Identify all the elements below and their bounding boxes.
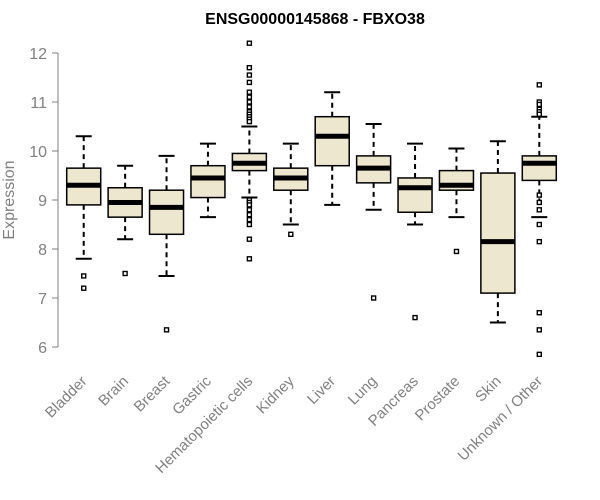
box-iqr xyxy=(190,164,226,199)
outlier-point xyxy=(246,221,253,228)
y-tick-label: 11 xyxy=(30,95,47,112)
box-8 xyxy=(355,123,392,301)
outlier-point xyxy=(246,211,253,218)
x-tick-label: Kidney xyxy=(253,372,298,417)
outlier-point xyxy=(288,231,294,238)
outlier-point xyxy=(536,310,542,316)
box-10 xyxy=(438,147,475,255)
box-7 xyxy=(314,91,350,206)
box-11 xyxy=(480,140,516,324)
outlier-point xyxy=(246,216,253,223)
outlier-point xyxy=(81,273,87,279)
outlier-point xyxy=(536,192,542,198)
outlier-point xyxy=(536,238,542,245)
boxes xyxy=(65,40,558,358)
box-12 xyxy=(521,82,558,358)
outlier-point xyxy=(246,236,253,242)
box-iqr xyxy=(397,177,433,213)
outlier-point xyxy=(246,104,253,110)
y-tick-label: 12 xyxy=(29,46,47,63)
outlier-point xyxy=(536,82,542,88)
y-axis: 6 7 8 9 10 11 12 xyxy=(29,46,59,357)
outlier-point xyxy=(246,118,253,125)
outlier-point xyxy=(246,202,253,208)
y-tick-label: 9 xyxy=(38,193,47,210)
y-tick-label: 6 xyxy=(38,340,47,357)
outlier-point xyxy=(81,285,87,291)
outlier-point xyxy=(246,40,253,46)
box-3 xyxy=(148,154,185,333)
box-iqr xyxy=(148,189,185,236)
x-tick-label: Skin xyxy=(472,373,505,406)
box-5 xyxy=(231,40,268,262)
outlier-point xyxy=(536,199,542,206)
y-tick-label: 8 xyxy=(38,242,47,259)
outlier-point xyxy=(536,327,542,333)
outlier-point xyxy=(122,270,128,277)
outlier-point xyxy=(246,79,253,86)
outlier-point xyxy=(536,221,542,228)
y-tick-label: 10 xyxy=(29,144,47,161)
x-tick-label: Lung xyxy=(345,373,381,409)
box-1 xyxy=(65,135,102,291)
box-iqr xyxy=(314,115,350,167)
outlier-point xyxy=(163,327,170,333)
x-tick-label: Breast xyxy=(131,372,174,415)
outlier-point xyxy=(453,248,460,255)
box-iqr xyxy=(521,155,558,182)
x-tick-label: Brain xyxy=(95,373,132,410)
outlier-point xyxy=(246,94,253,100)
outlier-point xyxy=(246,64,253,71)
outlier-point xyxy=(536,111,542,117)
box-6 xyxy=(273,142,309,238)
box-9 xyxy=(397,142,433,321)
outlier-point xyxy=(246,72,253,78)
outlier-point xyxy=(536,351,542,358)
box-iqr xyxy=(480,172,516,294)
outlier-point xyxy=(536,207,542,213)
outlier-point xyxy=(412,314,418,321)
outlier-point xyxy=(246,99,253,105)
outlier-point xyxy=(246,256,253,262)
outlier-point xyxy=(246,207,253,213)
box-2 xyxy=(107,164,143,277)
y-tick-label: 7 xyxy=(38,291,47,308)
outlier-point xyxy=(370,295,377,301)
outlier-point xyxy=(536,101,542,108)
outlier-point xyxy=(246,89,253,95)
chart-title: ENSG00000145868 - FBXO38 xyxy=(205,11,425,28)
y-axis-label: Expression xyxy=(1,160,18,239)
x-tick-label: Prostate xyxy=(412,373,464,425)
x-tick-label: Liver xyxy=(304,373,339,408)
x-tick-label: Bladder xyxy=(42,373,91,422)
box-4 xyxy=(190,142,226,219)
